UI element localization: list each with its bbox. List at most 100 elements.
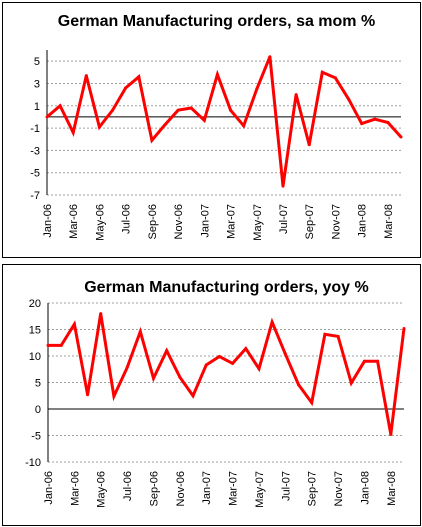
x-tick-label: Nov-06: [175, 471, 187, 506]
x-tick-label: Jan-07: [199, 204, 211, 238]
data-point: [307, 143, 311, 147]
data-point: [163, 123, 167, 127]
x-tick-label: Jul-06: [122, 471, 134, 501]
y-tick-label: -7: [30, 190, 40, 202]
y-tick-label: 3: [34, 78, 40, 90]
series-line: [48, 313, 406, 435]
data-point: [229, 108, 233, 112]
x-tick-label: Nov-07: [333, 471, 345, 506]
data-point: [386, 121, 390, 124]
data-point: [137, 75, 141, 79]
x-tick-label: Mar-06: [68, 204, 80, 239]
data-point: [360, 122, 364, 126]
x-tick-label: Mar-08: [386, 471, 398, 506]
data-point: [217, 355, 221, 359]
data-point: [283, 352, 287, 356]
y-tick-label: 0: [35, 404, 41, 416]
y-tick-label: 15: [29, 325, 41, 337]
y-tick-label: -3: [30, 145, 40, 157]
data-point: [231, 361, 235, 365]
data-point: [202, 118, 206, 122]
chart-title: German Manufacturing orders, yoy %: [84, 279, 369, 296]
data-point: [99, 312, 103, 316]
data-point: [84, 74, 88, 78]
y-tick-label: 10: [29, 351, 41, 363]
series-line: [46, 56, 403, 187]
data-point: [255, 87, 259, 91]
data-point: [294, 93, 298, 97]
x-tick-label: Sep-06: [147, 204, 159, 239]
data-point: [373, 117, 377, 121]
data-point: [46, 343, 50, 347]
data-point: [124, 86, 128, 90]
x-tick-label: May-06: [96, 471, 108, 508]
data-point: [112, 394, 116, 398]
x-tick-label: Sep-07: [304, 204, 316, 239]
data-point: [151, 376, 155, 380]
data-point: [281, 184, 285, 188]
x-tick-label: May-06: [94, 204, 106, 241]
data-point: [270, 320, 274, 324]
data-point: [165, 349, 169, 353]
x-tick-label: May-07: [254, 471, 266, 508]
data-point: [244, 347, 248, 351]
y-tick-label: -5: [31, 431, 41, 443]
data-point: [178, 375, 182, 379]
x-tick-label: Jul-06: [121, 204, 133, 234]
y-tick-label: -5: [30, 168, 40, 180]
x-tick-label: Jul-07: [280, 471, 292, 501]
data-point: [257, 367, 261, 371]
x-tick-label: Mar-07: [228, 471, 240, 506]
data-point: [45, 115, 49, 119]
data-point: [268, 55, 272, 59]
data-point: [59, 343, 63, 347]
x-tick-label: Jan-06: [43, 471, 55, 505]
data-point: [97, 125, 101, 129]
x-tick-label: Jan-08: [359, 471, 371, 505]
chart-panel-yoy: German Manufacturing orders, yoy % 20 15 1…: [2, 264, 421, 526]
data-point: [297, 383, 301, 387]
data-point: [389, 432, 393, 436]
y-tick-label: 1: [34, 101, 40, 113]
y-tick-label: -1: [30, 123, 40, 135]
x-tick-label: Mar-07: [226, 204, 238, 239]
data-point: [111, 108, 115, 112]
data-point: [347, 97, 351, 101]
x-tick-label: Jul-07: [278, 204, 290, 234]
data-point: [71, 131, 75, 135]
data-point: [150, 138, 154, 142]
x-tick-label: Sep-06: [148, 471, 160, 506]
y-tick-label: 5: [35, 378, 41, 390]
chart-panel-mom: German Manufacturing orders, sa mom % 5 3…: [2, 2, 421, 258]
x-tick-label: Nov-07: [330, 204, 342, 239]
data-point: [349, 381, 353, 385]
x-tick-label: Jan-06: [42, 204, 54, 238]
data-point: [399, 135, 403, 139]
x-tick-label: Mar-08: [383, 204, 395, 239]
x-tick-label: Nov-06: [173, 204, 185, 239]
data-point: [336, 334, 340, 338]
data-point: [333, 76, 337, 80]
data-point: [189, 106, 193, 110]
x-tick-label: Mar-06: [69, 471, 81, 506]
data-point: [138, 330, 142, 334]
data-point: [215, 73, 219, 77]
y-tick-label: -10: [25, 457, 41, 469]
data-point: [362, 359, 366, 363]
data-point: [376, 359, 380, 363]
x-tick-label: Sep-07: [307, 471, 319, 506]
data-point: [72, 322, 76, 326]
y-tick-label: 20: [29, 298, 41, 310]
data-point: [58, 104, 62, 108]
data-point: [323, 332, 327, 336]
x-tick-label: May-07: [252, 204, 264, 241]
chart-title: German Manufacturing orders, sa mom %: [57, 13, 376, 30]
y-tick-label: 5: [34, 56, 40, 68]
data-point: [310, 401, 314, 405]
data-point: [204, 363, 208, 367]
data-point: [191, 394, 195, 398]
data-point: [320, 70, 324, 74]
data-point: [176, 108, 180, 112]
